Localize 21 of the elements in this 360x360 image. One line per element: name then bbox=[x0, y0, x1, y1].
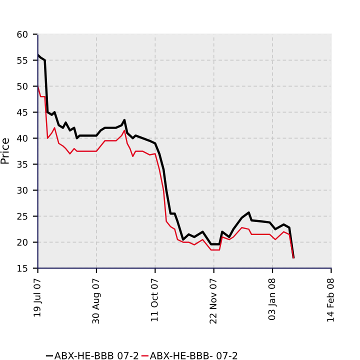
x-tick-label: 22 Nov 07 bbox=[210, 278, 216, 324]
y-tick-label: 20 bbox=[17, 238, 28, 246]
x-tick-label: 30 Aug 07 bbox=[92, 278, 101, 324]
y-tick-label: 15 bbox=[18, 265, 28, 272]
y-tick-label: 50 bbox=[17, 82, 28, 90]
y-tick-label: 30 bbox=[17, 186, 28, 194]
y-tick-label: 35 bbox=[17, 160, 28, 168]
y-tick-label: 25 bbox=[17, 212, 28, 220]
line-series bbox=[38, 54, 295, 258]
legend-label: ABX-HE-BBB- 07-2 bbox=[150, 352, 238, 360]
y-axis-title: Price bbox=[0, 138, 9, 164]
x-tick-label: 19 Jul 07 bbox=[33, 278, 42, 317]
x-tick-label: 11 Oct 07 bbox=[150, 278, 158, 322]
y-tick-label: 40 bbox=[17, 134, 28, 142]
y-tick-label: 60 bbox=[17, 30, 28, 38]
y-tick-label: 55 bbox=[17, 57, 28, 64]
line-series bbox=[38, 86, 294, 258]
x-tick-label: 03 Jan 08 bbox=[268, 278, 277, 320]
legend-label: ABX-HE-BBB 07-2 bbox=[54, 352, 138, 360]
x-tick-label: 14 Feb 08 bbox=[326, 278, 334, 322]
y-tick-label: 45 bbox=[17, 109, 28, 116]
